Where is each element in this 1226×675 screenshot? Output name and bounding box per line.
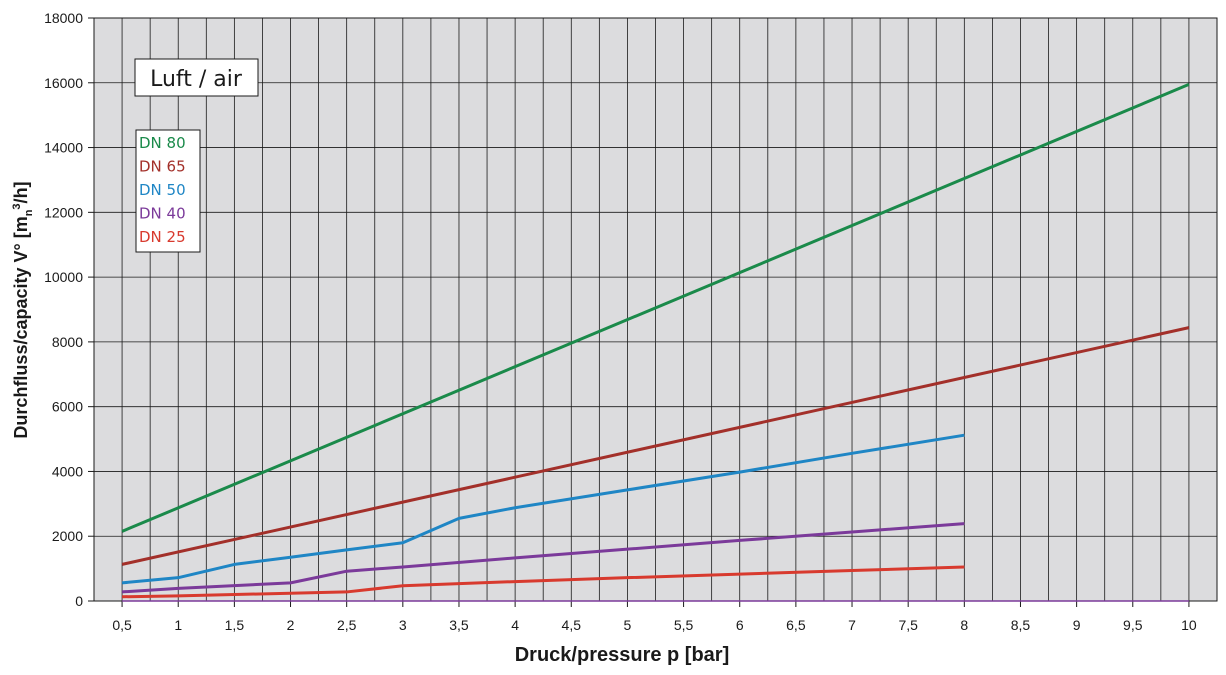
legend-entry-dn-25: DN 25: [139, 228, 186, 246]
y-tick-label: 14000: [44, 140, 83, 156]
chart-title-box: Luft / air: [134, 58, 259, 97]
y-axis-title-sub: n: [23, 209, 35, 216]
series-line-dn-80: [121, 83, 1190, 533]
y-axis-title-end: /h]: [11, 181, 31, 203]
x-tick-label: 3,5: [449, 617, 469, 633]
y-tick-label: 0: [75, 593, 83, 609]
x-tick-label: 7,5: [898, 617, 918, 633]
x-tick-label: 1,5: [225, 617, 245, 633]
y-axis-title: Durchfluss/capacity V° [mn3/h]: [11, 181, 35, 438]
x-tick-label: 4: [511, 617, 519, 633]
legend-box: [135, 129, 201, 253]
series-line-dn-40: [121, 522, 965, 594]
y-tick-label: 4000: [52, 463, 83, 479]
grid-lines: [94, 18, 1217, 601]
tick-labels: 0200040006000800010000120001400016000180…: [44, 10, 1197, 633]
y-tick-label: 16000: [44, 75, 83, 91]
x-tick-label: 9,5: [1123, 617, 1143, 633]
x-tick-label: 2: [287, 617, 295, 633]
y-tick-label: 2000: [52, 528, 83, 544]
x-tick-label: 2,5: [337, 617, 357, 633]
x-tick-label: 7: [848, 617, 856, 633]
x-tick-label: 6: [736, 617, 744, 633]
x-tick-label: 6,5: [786, 617, 806, 633]
x-tick-label: 1: [174, 617, 182, 633]
y-axis-title-sup: 3: [11, 203, 23, 209]
series-line-dn-65: [121, 326, 1190, 566]
legend: DN 80 DN 65 DN 50 DN 40 DN 25: [135, 129, 201, 253]
y-tick-label: 6000: [52, 399, 83, 415]
x-tick-label: 4,5: [562, 617, 582, 633]
y-tick-label: 12000: [44, 204, 83, 220]
legend-entry-dn-50: DN 50: [139, 181, 186, 199]
x-tick-label: 8: [960, 617, 968, 633]
x-tick-label: 5,5: [674, 617, 694, 633]
x-axis-title: Druck/pressure p [bar]: [515, 644, 730, 666]
legend-entry-dn-80: DN 80: [139, 134, 186, 152]
chart-title: Luft / air: [150, 67, 243, 92]
y-tick-label: 18000: [44, 10, 83, 26]
legend-entry-dn-40: DN 40: [139, 205, 186, 223]
x-tick-label: 3: [399, 617, 407, 633]
legend-entry-dn-65: DN 65: [139, 158, 186, 176]
y-tick-label: 8000: [52, 334, 83, 350]
x-tick-label: 0,5: [112, 617, 132, 633]
y-axis-title-main: Durchfluss/capacity V° [m: [11, 216, 31, 438]
series-lines: [121, 83, 1190, 602]
x-tick-label: 9: [1073, 617, 1081, 633]
series-line-dn-25: [122, 565, 965, 599]
x-tick-label: 5: [624, 617, 632, 633]
x-tick-label: 8,5: [1011, 617, 1031, 633]
x-tick-label: 10: [1181, 617, 1197, 633]
y-tick-label: 10000: [44, 269, 83, 285]
series-line-dn-50: [121, 433, 965, 585]
